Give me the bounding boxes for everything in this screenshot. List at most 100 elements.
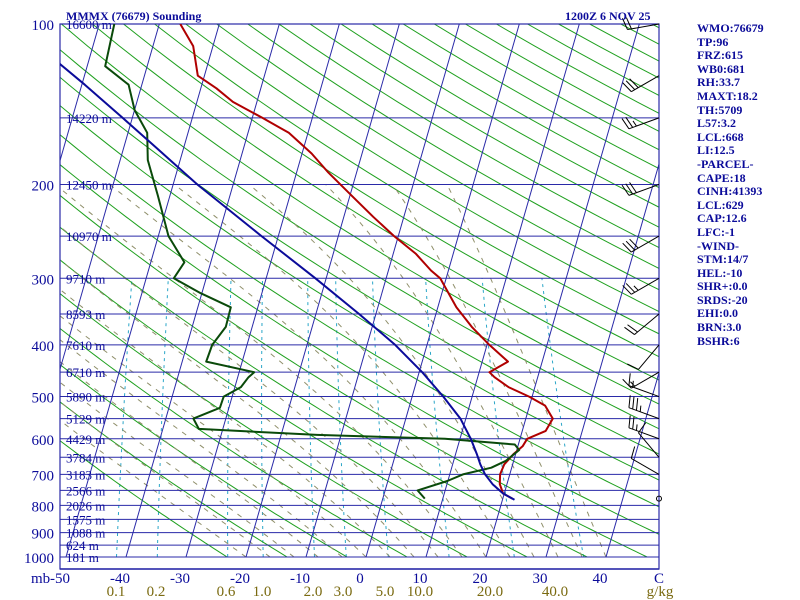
height-label: 2566 m: [66, 483, 105, 498]
pressure-tick-label: 1000: [24, 551, 54, 567]
wind-barb-flag: [622, 378, 632, 389]
sounding-time: 1200Z 6 NOV 25: [565, 9, 650, 23]
wind-barb: [622, 75, 660, 93]
wind-barb-flag: [625, 17, 632, 30]
moist-adiabat-line: [174, 184, 511, 558]
wind-barb-flag: [625, 116, 634, 128]
wind-barb-staff: [631, 75, 660, 93]
wind-barb-flag: [621, 184, 630, 196]
index-value: FRZ:615: [697, 48, 743, 63]
wind-barb-flag: [625, 283, 636, 293]
wind-barb-staff: [638, 432, 660, 458]
wind-barb: [628, 395, 660, 420]
wind-barb-flag: [635, 398, 639, 411]
profile-series: [60, 24, 554, 501]
wind-barb: [638, 422, 660, 458]
height-label: 9710 m: [66, 271, 105, 286]
pressure-tick-label: 300: [32, 272, 55, 288]
height-label: 6710 m: [66, 365, 105, 380]
index-value: L57:3.2: [697, 116, 736, 131]
isotherm-line: [65, 24, 220, 558]
isobars: [60, 23, 659, 558]
index-value: LI:12.5: [697, 143, 735, 158]
mixing-ratio-tick-label: 0.2: [147, 584, 166, 600]
height-label: 3183 m: [66, 467, 105, 482]
wind-barb: [628, 415, 660, 440]
wind-barb-flag: [625, 183, 634, 195]
index-value: TH:5709: [697, 102, 743, 117]
mixing-ratio-line: [541, 278, 585, 558]
pressure-tick-label: 700: [32, 468, 55, 484]
isotherm-line: [245, 24, 400, 558]
wind-barb-staff: [627, 23, 660, 31]
isotherms: [60, 24, 659, 558]
temperature-tick-label: 20: [473, 571, 488, 587]
index-value: TP:96: [697, 34, 729, 49]
index-value: CAPE:18: [697, 170, 746, 185]
isotherm-line: [605, 370, 659, 558]
wind-barb-staff: [628, 407, 660, 420]
wind-barb-flag: [622, 285, 632, 295]
wind-barb-flag: [630, 446, 636, 459]
height-label: 7610 m: [66, 338, 105, 353]
wind-barb-flag: [621, 118, 630, 130]
mixing-ratio-tick-label: 5.0: [376, 584, 395, 600]
height-label: 10970 m: [66, 229, 112, 244]
temperature-tick-label: -40: [110, 571, 130, 587]
wind-barb-staff: [628, 183, 660, 196]
height-label: 1575 m: [66, 512, 105, 527]
mixing-ratio-tick-label: 0.6: [217, 584, 236, 600]
mb-label: mb: [31, 571, 50, 587]
wind-barb: [622, 277, 660, 295]
index-value: SHR+:0.0: [697, 279, 748, 294]
wind-barb-flag: [624, 326, 635, 335]
mixing-ratio-tick-label: 20.0: [477, 584, 503, 600]
parcel-line: [60, 62, 515, 501]
wind-barb-staff: [628, 117, 660, 130]
wind-barb-half-flag: [639, 405, 642, 412]
isotherm-line: [365, 24, 520, 558]
wind-barb: [624, 313, 660, 335]
index-value: RH:33.7: [697, 75, 740, 90]
wind-barb: [630, 446, 660, 475]
wind-barb-flag: [629, 182, 637, 193]
isotherm-line: [60, 24, 100, 163]
moist-adiabat-line: [60, 259, 415, 558]
wind-barb-staff: [628, 385, 660, 398]
wind-barb-flag: [628, 395, 631, 408]
wind-barb-flag: [638, 422, 647, 434]
wind-barb-flag: [622, 242, 632, 253]
index-value: SRDS:-20: [697, 292, 748, 307]
wind-barb-flag: [628, 373, 631, 386]
wind-barb-flag: [629, 78, 639, 89]
wind-barb-staff: [638, 344, 660, 370]
pressure-tick-label: 900: [32, 527, 55, 543]
temperature-tick-label: -20: [230, 571, 250, 587]
wind-barb-flag: [625, 80, 636, 91]
wind-barb-half-flag: [633, 285, 639, 291]
wind-barb-staff: [634, 313, 660, 335]
mixing-ratio-tick-label: 1.0: [253, 584, 272, 600]
height-label: 5129 m: [66, 412, 105, 427]
wind-barb: [621, 116, 660, 130]
wind-barb-staff: [631, 371, 660, 389]
index-value: EHI:0.0: [697, 306, 739, 321]
index-value: HEL:-10: [697, 265, 743, 280]
dewpoint-line: [104, 24, 521, 500]
height-label: 16600 m: [66, 17, 112, 32]
wind-barb-half-flag: [630, 381, 636, 387]
isotherm-line: [425, 24, 580, 558]
wind-barb-flag: [632, 416, 635, 430]
moist-adiabat-line: [446, 184, 607, 558]
wind-barb-flag: [632, 396, 635, 410]
wind-barb-flag: [627, 363, 639, 370]
temperature-tick-label: -50: [50, 571, 70, 587]
wind-barb-half-flag: [635, 424, 638, 431]
temperature-tick-label: 10: [413, 571, 428, 587]
index-value: STM:14/7: [697, 252, 749, 267]
height-label: 181 m: [66, 550, 99, 565]
wind-barb-flag: [628, 415, 631, 428]
